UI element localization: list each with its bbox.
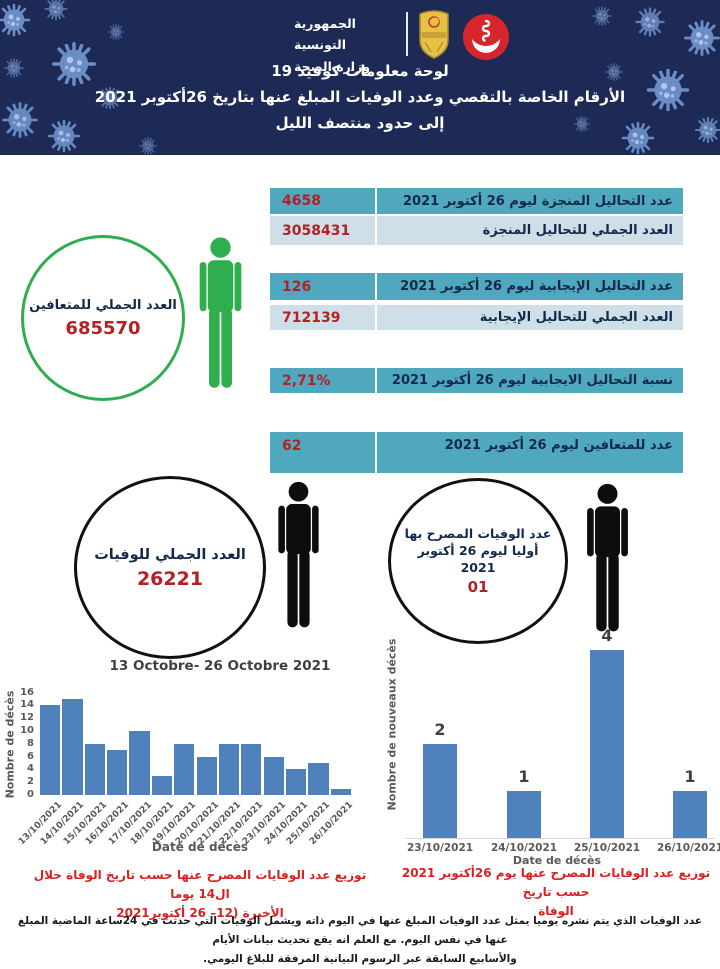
stat-row-positive-total: 712139 العدد الجملي للتحاليل الإيجابية: [270, 305, 683, 330]
left-chart-ytick-8: 8: [27, 737, 34, 749]
right-chart-xtick-23/10/2021: 23/10/2021: [406, 842, 474, 854]
right-chart-datalabel-25/10/2021: 4: [601, 626, 613, 645]
gov-line2: وزارة الصحة: [294, 58, 371, 74]
stat-row-recovered-today: 62 عدد للمتعافين ليوم 26 أكتوبر 2021: [270, 432, 683, 473]
positivity-rate-value: 2,71%: [270, 368, 377, 393]
left-chart-bar-20/10/2021: [196, 756, 217, 795]
left-chart-bar-16/10/2021: [107, 750, 128, 795]
right-chart-xtick-24/10/2021: 24/10/2021: [490, 842, 558, 854]
left-chart-bar-23/10/2021: [263, 756, 284, 795]
right-chart-xlabel: Date de décès: [512, 854, 602, 867]
positive-total-value: 712139: [270, 305, 377, 330]
new-deaths-by-date-chart: Nombre de nouveaux décès 2 23/10/2021 1 24/…: [380, 620, 720, 880]
right-chart-bar-26/10/2021: [673, 791, 707, 838]
left-chart-xlabel: Date de décès: [151, 840, 249, 854]
right-chart-ylabel: Nombre de nouveaux décès: [385, 638, 399, 811]
left-chart-ytick-16: 16: [20, 686, 34, 698]
left-chart-bar-19/10/2021: [174, 743, 195, 795]
positive-total-label: العدد الجملي للتحاليل الإيجابية: [377, 305, 683, 330]
positive-today-label: عدد التحاليل الإيجابية ليوم 26 أكتوبر 20…: [377, 273, 683, 300]
left-chart-ytick-12: 12: [20, 712, 34, 724]
left-chart-caption: توزيع عدد الوفايات المصرح عنها حسب تاريخ…: [25, 866, 375, 924]
left-chart-bar-14/10/2021: [62, 699, 83, 795]
stat-row-tests-today: 4658 عدد التحاليل المنجزة ليوم 26 أكتوبر…: [270, 188, 683, 214]
tests-total-value: 3058431: [270, 216, 377, 245]
tests-today-value: 4658: [270, 188, 377, 214]
left-chart-bar-17/10/2021: [129, 731, 150, 795]
right-chart-datalabel-23/10/2021: 2: [434, 720, 446, 739]
new-deaths-value: 01: [467, 577, 489, 596]
new-deaths-line1: عدد الوفيات المصرح بها: [404, 526, 552, 542]
right-chart-bar-23/10/2021: [423, 744, 457, 838]
right-caption-line1: توزيع عدد الوفايات المصرح عنها يوم 26أكت…: [401, 866, 711, 900]
left-chart-bar-18/10/2021: [151, 775, 172, 795]
deaths-person-icon: [278, 481, 319, 628]
right-chart-datalabel-24/10/2021: 1: [518, 767, 530, 786]
header-banner: الجمهورية التونسية وزارة الصحة لوحة معلو…: [0, 0, 720, 155]
stat-row-positive-today: 126 عدد التحاليل الإيجابية ليوم 26 أكتوب…: [270, 273, 683, 300]
deaths-total-circle: العدد الجملي للوفيات 26221: [74, 476, 266, 659]
left-chart-bar-26/10/2021: [330, 788, 351, 795]
left-chart-ytick-4: 4: [27, 763, 34, 775]
left-chart-bar-22/10/2021: [241, 743, 262, 795]
left-chart-bar-25/10/2021: [308, 763, 329, 795]
footer-line2: والأسابيع السابقة عبر الرسوم البيانية ال…: [203, 952, 517, 965]
right-chart-datalabel-26/10/2021: 1: [684, 767, 696, 786]
dashboard-title: لوحة معلومات كوفيد 19 الأرقام الخاصة بال…: [30, 62, 690, 132]
new-deaths-line3: 2021: [460, 559, 496, 575]
recovered-total-value: 685570: [65, 318, 141, 340]
left-chart-ytick-0: 0: [27, 789, 34, 800]
footer-line1: عدد الوفيات الذي يتم نشره يوميا يمثل عدد…: [17, 915, 703, 946]
recovered-person-icon: [199, 237, 242, 388]
left-caption-line1: توزيع عدد الوفايات المصرح عنها حسب تاريخ…: [33, 868, 367, 902]
new-deaths-person-icon: [587, 483, 628, 632]
left-chart-bar-15/10/2021: [84, 743, 105, 795]
left-chart-ytick-6: 6: [27, 750, 34, 762]
recovered-total-circle: العدد الجملي للمتعافين 685570: [21, 235, 185, 401]
recovered-total-label: العدد الجملي للمتعافين: [29, 297, 177, 313]
stat-row-positivity-rate: 2,71% نسبة التحاليل الايجابية ليوم 26 أك…: [270, 368, 683, 393]
ministry-of-health-logo-icon: [463, 14, 509, 60]
positivity-rate-label: نسبة التحاليل الايجابية ليوم 26 أكتوبر 2…: [377, 368, 683, 393]
left-chart-bar-21/10/2021: [218, 743, 240, 795]
deaths-total-value: 26221: [136, 568, 204, 591]
title-line2: الأرقام الخاصة بالتقصي وعدد الوفيات المب…: [94, 88, 626, 106]
government-name: الجمهورية التونسية وزارة الصحة: [294, 13, 404, 77]
tests-total-label: العدد الجملي للتحاليل المنجزة: [377, 216, 683, 245]
new-deaths-circle: عدد الوفيات المصرح بها أوليا ليوم 26 أكت…: [388, 478, 568, 644]
left-chart-ytick-2: 2: [27, 776, 34, 788]
right-chart-bar-25/10/2021: [590, 650, 624, 838]
right-caption-line2: الوفاة: [538, 904, 574, 919]
right-chart-axis: [405, 838, 715, 839]
gov-line1: الجمهورية التونسية: [294, 16, 356, 53]
deaths-total-label: العدد الجملي للوفيات: [94, 546, 246, 563]
header-divider: [406, 12, 408, 56]
positive-today-value: 126: [270, 273, 377, 300]
recovered-today-value: 62: [270, 432, 377, 473]
recovered-today-label: عدد للمتعافين ليوم 26 أكتوبر 2021: [377, 432, 683, 473]
right-chart-bar-24/10/2021: [507, 791, 541, 838]
right-chart-xtick-25/10/2021: 25/10/2021: [573, 842, 641, 854]
stat-row-tests-total: 3058431 العدد الجملي للتحاليل المنجزة: [270, 216, 683, 245]
tests-today-label: عدد التحاليل المنجزة ليوم 26 أكتوبر 2021: [377, 188, 683, 214]
left-chart-ytick-14: 14: [20, 699, 34, 711]
left-chart-title: 13 Octobre- 26 Octobre 2021: [109, 658, 331, 674]
footer-note: عدد الوفيات الذي يتم نشره يوميا يمثل عدد…: [8, 912, 712, 969]
new-deaths-line2: أوليا ليوم 26 أكتوبر: [417, 543, 539, 559]
left-chart-ytick-10: 10: [20, 725, 34, 736]
tunisia-coat-of-arms-icon: [419, 10, 449, 59]
left-chart-bar-13/10/2021: [40, 705, 61, 795]
right-chart-caption: توزيع عدد الوفايات المصرح عنها يوم 26أكت…: [400, 864, 712, 922]
right-chart-xtick-26/10/2021: 26/10/2021: [656, 842, 720, 854]
left-caption-line2: الأخيرة (12– 26 أكتوبر2021: [116, 906, 284, 921]
title-line1: لوحة معلومات كوفيد 19: [271, 62, 449, 80]
title-line3: إلى حدود منتصف الليل: [275, 114, 445, 132]
left-chart-bar-24/10/2021: [285, 769, 307, 795]
deaths-by-date-chart: 13 Octobre- 26 Octobre 2021 Nombre de dé…: [0, 650, 380, 880]
